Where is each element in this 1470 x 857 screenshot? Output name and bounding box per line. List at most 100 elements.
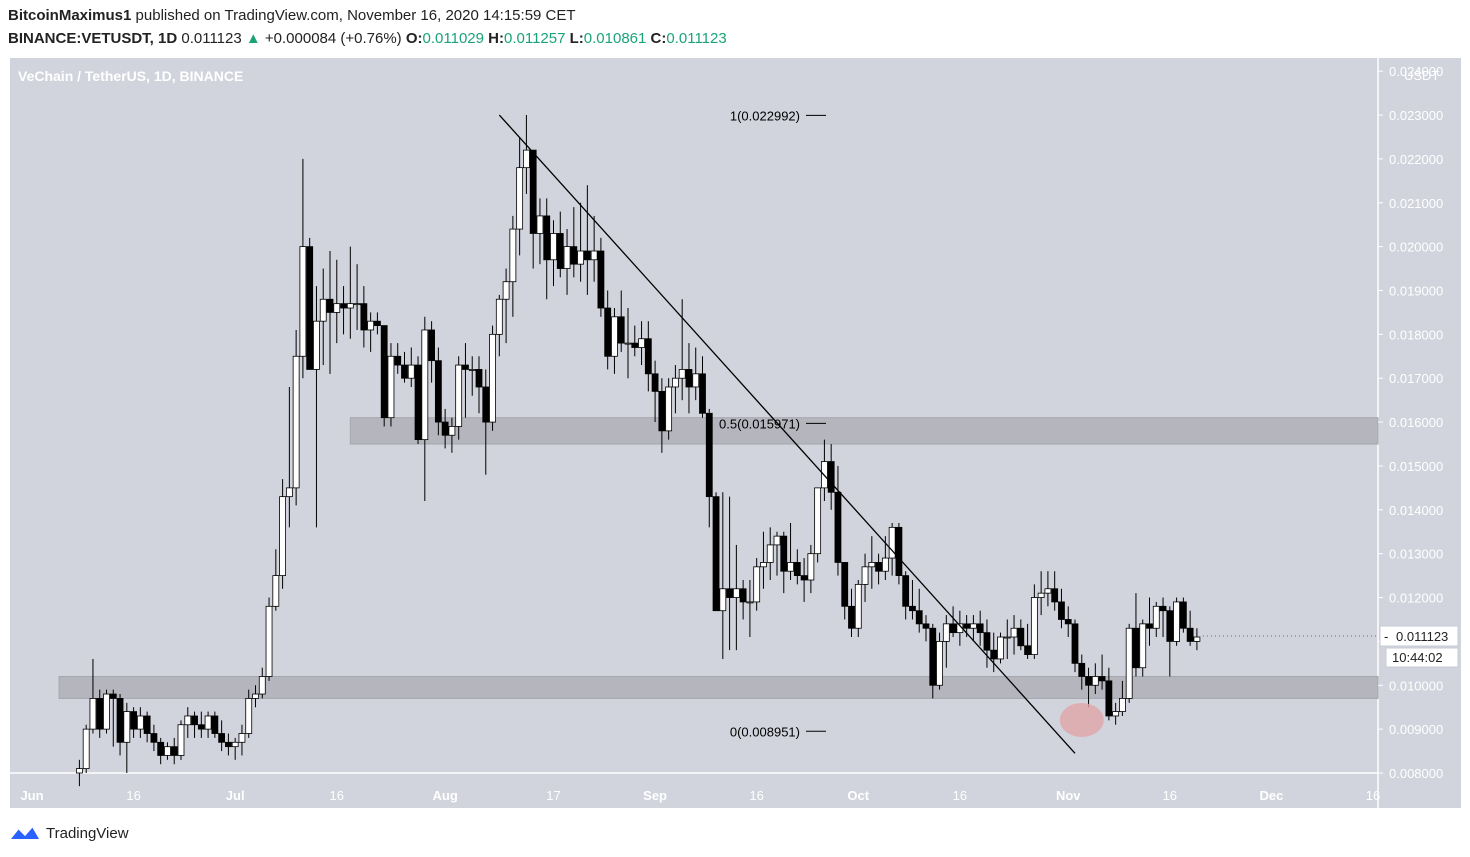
candle[interactable] [380, 325, 388, 419]
candle[interactable] [760, 562, 767, 568]
candle[interactable] [89, 698, 97, 730]
candle[interactable] [170, 746, 178, 756]
candle[interactable] [116, 698, 124, 743]
candle[interactable] [543, 215, 551, 261]
candle[interactable] [787, 562, 794, 572]
candle[interactable] [414, 364, 422, 441]
candle[interactable] [1010, 627, 1018, 638]
candle[interactable] [732, 588, 740, 598]
candle[interactable] [258, 676, 266, 695]
candle[interactable] [1173, 601, 1180, 642]
candle[interactable] [1091, 676, 1099, 686]
candle[interactable] [963, 623, 971, 629]
candle[interactable] [848, 605, 855, 629]
candle[interactable] [604, 307, 612, 357]
candle[interactable] [1078, 662, 1086, 677]
candle[interactable] [807, 553, 815, 581]
candle[interactable] [1193, 636, 1201, 642]
candle[interactable] [103, 693, 110, 730]
candle[interactable] [827, 461, 835, 493]
candle[interactable] [949, 623, 957, 634]
candle[interactable] [841, 562, 849, 607]
candle[interactable] [1064, 619, 1072, 625]
candle[interactable] [888, 526, 896, 559]
candle[interactable] [272, 575, 280, 607]
candle[interactable] [624, 342, 632, 345]
author-name[interactable]: BitcoinMaximus1 [8, 7, 132, 24]
candle[interactable] [441, 421, 449, 436]
candle[interactable] [292, 355, 300, 489]
candle[interactable] [421, 329, 429, 441]
candle[interactable] [1146, 623, 1153, 629]
candle[interactable] [861, 566, 869, 585]
candle[interactable] [942, 623, 950, 642]
candle[interactable] [597, 250, 605, 309]
candle[interactable] [909, 605, 916, 612]
candle[interactable] [204, 715, 212, 730]
candle[interactable] [1179, 601, 1187, 629]
candle[interactable] [164, 746, 171, 756]
candle[interactable] [753, 566, 761, 603]
candle[interactable] [577, 250, 584, 265]
candle[interactable] [1125, 627, 1133, 699]
candle[interactable] [177, 724, 185, 756]
candle[interactable] [529, 149, 537, 234]
candle[interactable] [1024, 645, 1031, 655]
candle[interactable] [617, 316, 625, 344]
candle[interactable] [1030, 597, 1038, 655]
candle[interactable] [1112, 711, 1120, 717]
candle[interactable] [502, 281, 510, 300]
candle[interactable] [780, 535, 788, 572]
candle[interactable] [96, 698, 104, 730]
price-chart[interactable]: VeChain / TetherUS, 1D, BINANCE USDT 1(0.0… [0, 0, 1470, 820]
candle[interactable] [407, 364, 415, 379]
candle[interactable] [265, 605, 273, 677]
candle[interactable] [685, 369, 693, 388]
candle[interactable] [1058, 601, 1065, 620]
candle[interactable] [184, 715, 192, 726]
candle[interactable] [881, 557, 889, 572]
candle[interactable] [672, 377, 679, 388]
candle[interactable] [109, 693, 117, 699]
candle[interactable] [394, 355, 402, 366]
candle[interactable] [902, 575, 910, 607]
candle[interactable] [319, 298, 327, 322]
candle[interactable] [651, 373, 659, 392]
candle[interactable] [536, 215, 544, 234]
time-axis[interactable] [10, 773, 1378, 808]
candle[interactable] [1166, 610, 1174, 642]
candle[interactable] [475, 369, 483, 388]
candle[interactable] [1098, 676, 1106, 682]
candle[interactable] [1085, 676, 1092, 686]
candle[interactable] [245, 698, 253, 734]
candle[interactable] [976, 623, 984, 634]
candle[interactable] [875, 562, 882, 572]
candle[interactable] [915, 610, 923, 625]
candle[interactable] [306, 246, 314, 370]
candle[interactable] [130, 711, 137, 730]
candle[interactable] [692, 373, 700, 388]
candle[interactable] [1003, 636, 1011, 639]
candle[interactable] [523, 149, 530, 169]
candle[interactable] [1051, 588, 1059, 603]
candle[interactable] [231, 741, 239, 748]
candle[interactable] [895, 526, 903, 577]
candle[interactable] [428, 329, 435, 362]
candle[interactable] [983, 632, 991, 651]
candle[interactable] [699, 373, 706, 414]
candle[interactable] [495, 298, 503, 335]
candle[interactable] [211, 715, 219, 734]
candle[interactable] [583, 250, 591, 261]
candle[interactable] [1105, 680, 1113, 717]
candle[interactable] [739, 588, 747, 603]
plot-area[interactable] [10, 58, 1378, 773]
candle[interactable] [1152, 605, 1160, 629]
candle[interactable] [1037, 592, 1045, 598]
candle[interactable] [997, 636, 1004, 660]
candle[interactable] [279, 496, 286, 577]
candle[interactable] [489, 333, 496, 423]
candle[interactable] [550, 233, 557, 261]
candle[interactable] [143, 715, 151, 734]
candle[interactable] [468, 369, 476, 371]
candle[interactable] [299, 246, 307, 357]
